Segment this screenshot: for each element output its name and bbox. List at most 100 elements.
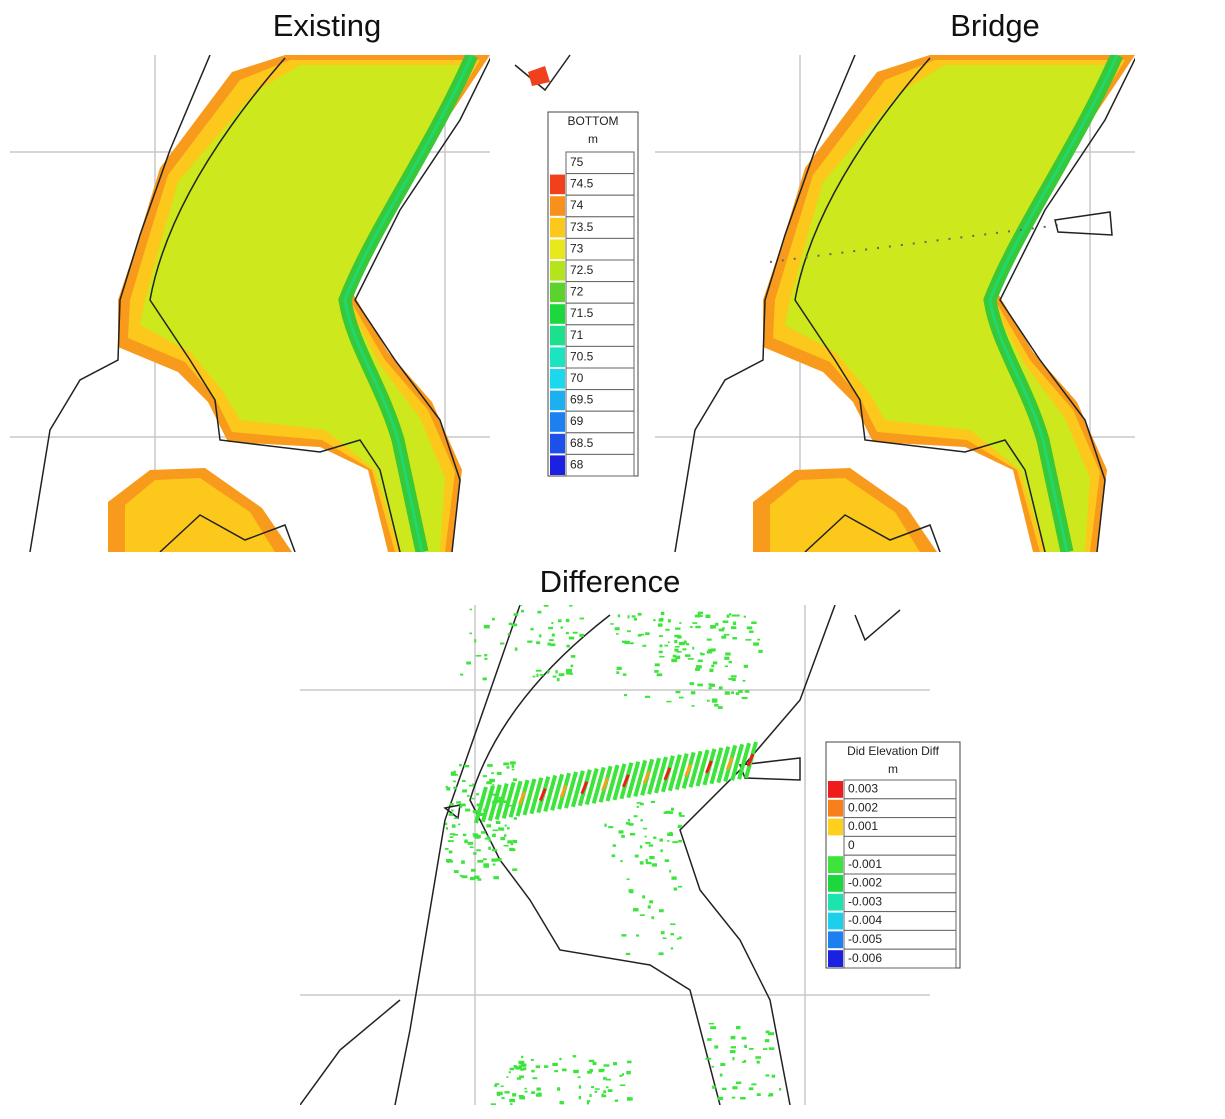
legend-label: 68 — [570, 457, 584, 471]
speckle — [469, 785, 474, 787]
speckle — [732, 1086, 737, 1089]
speckle — [579, 1096, 581, 1099]
speckle — [724, 657, 729, 660]
legend-label: 0.002 — [848, 800, 878, 814]
speckle — [493, 829, 499, 831]
speckle — [679, 697, 684, 699]
speckle — [711, 648, 716, 651]
speckle — [463, 834, 466, 837]
speckle — [671, 808, 674, 811]
speckle — [445, 823, 447, 825]
speckle — [659, 651, 663, 653]
legend-label: -0.002 — [848, 876, 882, 890]
speckle — [634, 618, 637, 621]
speckle — [714, 1045, 718, 1048]
speckle — [659, 656, 664, 658]
legend-label: 68.5 — [570, 436, 594, 450]
speckle — [587, 1100, 590, 1102]
speckle — [606, 1079, 611, 1081]
speckle — [497, 772, 502, 775]
speckle — [675, 628, 680, 630]
speckle — [612, 854, 616, 857]
legend-label: 72 — [570, 285, 584, 299]
speckle — [471, 798, 475, 800]
speckle — [669, 870, 671, 873]
speckle — [620, 1075, 623, 1077]
speckle — [449, 851, 452, 854]
speckle — [718, 1097, 724, 1100]
speckle — [749, 1048, 754, 1050]
speckle — [628, 819, 630, 821]
speckle — [665, 859, 669, 862]
speckle — [495, 1083, 499, 1085]
speckle — [497, 858, 502, 861]
speckle — [731, 626, 736, 629]
speckle — [573, 632, 578, 634]
speckle — [589, 1060, 595, 1062]
speckle — [449, 813, 453, 816]
speckle — [513, 778, 517, 781]
speckle — [595, 1091, 598, 1093]
speckle — [725, 652, 730, 655]
speckle — [736, 1082, 741, 1085]
speckle — [733, 622, 736, 625]
speckle — [509, 1071, 511, 1073]
speckle — [608, 1089, 613, 1092]
speckle — [660, 644, 663, 647]
speckle — [510, 1068, 515, 1070]
speckle — [451, 772, 455, 775]
speckle — [744, 665, 748, 668]
speckle — [554, 1070, 558, 1072]
speckle — [708, 683, 712, 685]
speckle — [462, 875, 468, 878]
speckle — [731, 691, 734, 694]
speckle — [688, 658, 694, 660]
speckle — [757, 639, 760, 641]
legend-label: 74.5 — [570, 177, 594, 191]
speckle — [744, 1060, 746, 1063]
speckle — [473, 835, 475, 837]
speckle — [679, 936, 681, 939]
speckle — [496, 821, 501, 824]
speckle — [634, 815, 638, 817]
speckle — [732, 637, 737, 639]
speckle — [536, 1094, 542, 1097]
legend-swatch — [550, 218, 565, 238]
speckle — [453, 787, 456, 790]
speckle — [536, 1088, 540, 1091]
speckle — [580, 618, 585, 620]
speckle — [533, 676, 536, 678]
speckle — [671, 876, 676, 879]
speckle — [503, 762, 509, 765]
speckle — [675, 656, 680, 659]
legend-label: -0.003 — [848, 894, 882, 908]
existing-map — [10, 55, 570, 552]
figure: Existing Bridge Difference BOTTOMm7574.5… — [0, 0, 1225, 1119]
speckle — [453, 781, 456, 783]
speckle — [686, 643, 689, 645]
speckle — [635, 855, 639, 858]
legend-title: Did Elevation Diff — [847, 744, 939, 758]
legend-label: -0.005 — [848, 932, 882, 946]
speckle — [747, 626, 753, 629]
speckle — [719, 629, 724, 632]
speckle — [536, 670, 542, 672]
speckle — [751, 621, 756, 624]
speckle — [492, 618, 495, 621]
legend-swatch — [828, 781, 843, 798]
speckle — [501, 1097, 504, 1099]
speckle — [731, 1046, 736, 1048]
legend-swatch — [550, 196, 565, 216]
speckle — [667, 840, 669, 842]
legend-swatch — [828, 894, 843, 911]
speckle — [758, 650, 762, 653]
speckle — [659, 619, 663, 622]
speckle — [446, 787, 450, 790]
speckle — [467, 795, 469, 797]
speckle — [527, 641, 532, 643]
speckle — [745, 690, 750, 693]
speckle — [521, 1056, 523, 1058]
panel-title: Difference — [540, 564, 681, 599]
speckle — [531, 1091, 535, 1094]
speckle — [557, 1087, 560, 1090]
